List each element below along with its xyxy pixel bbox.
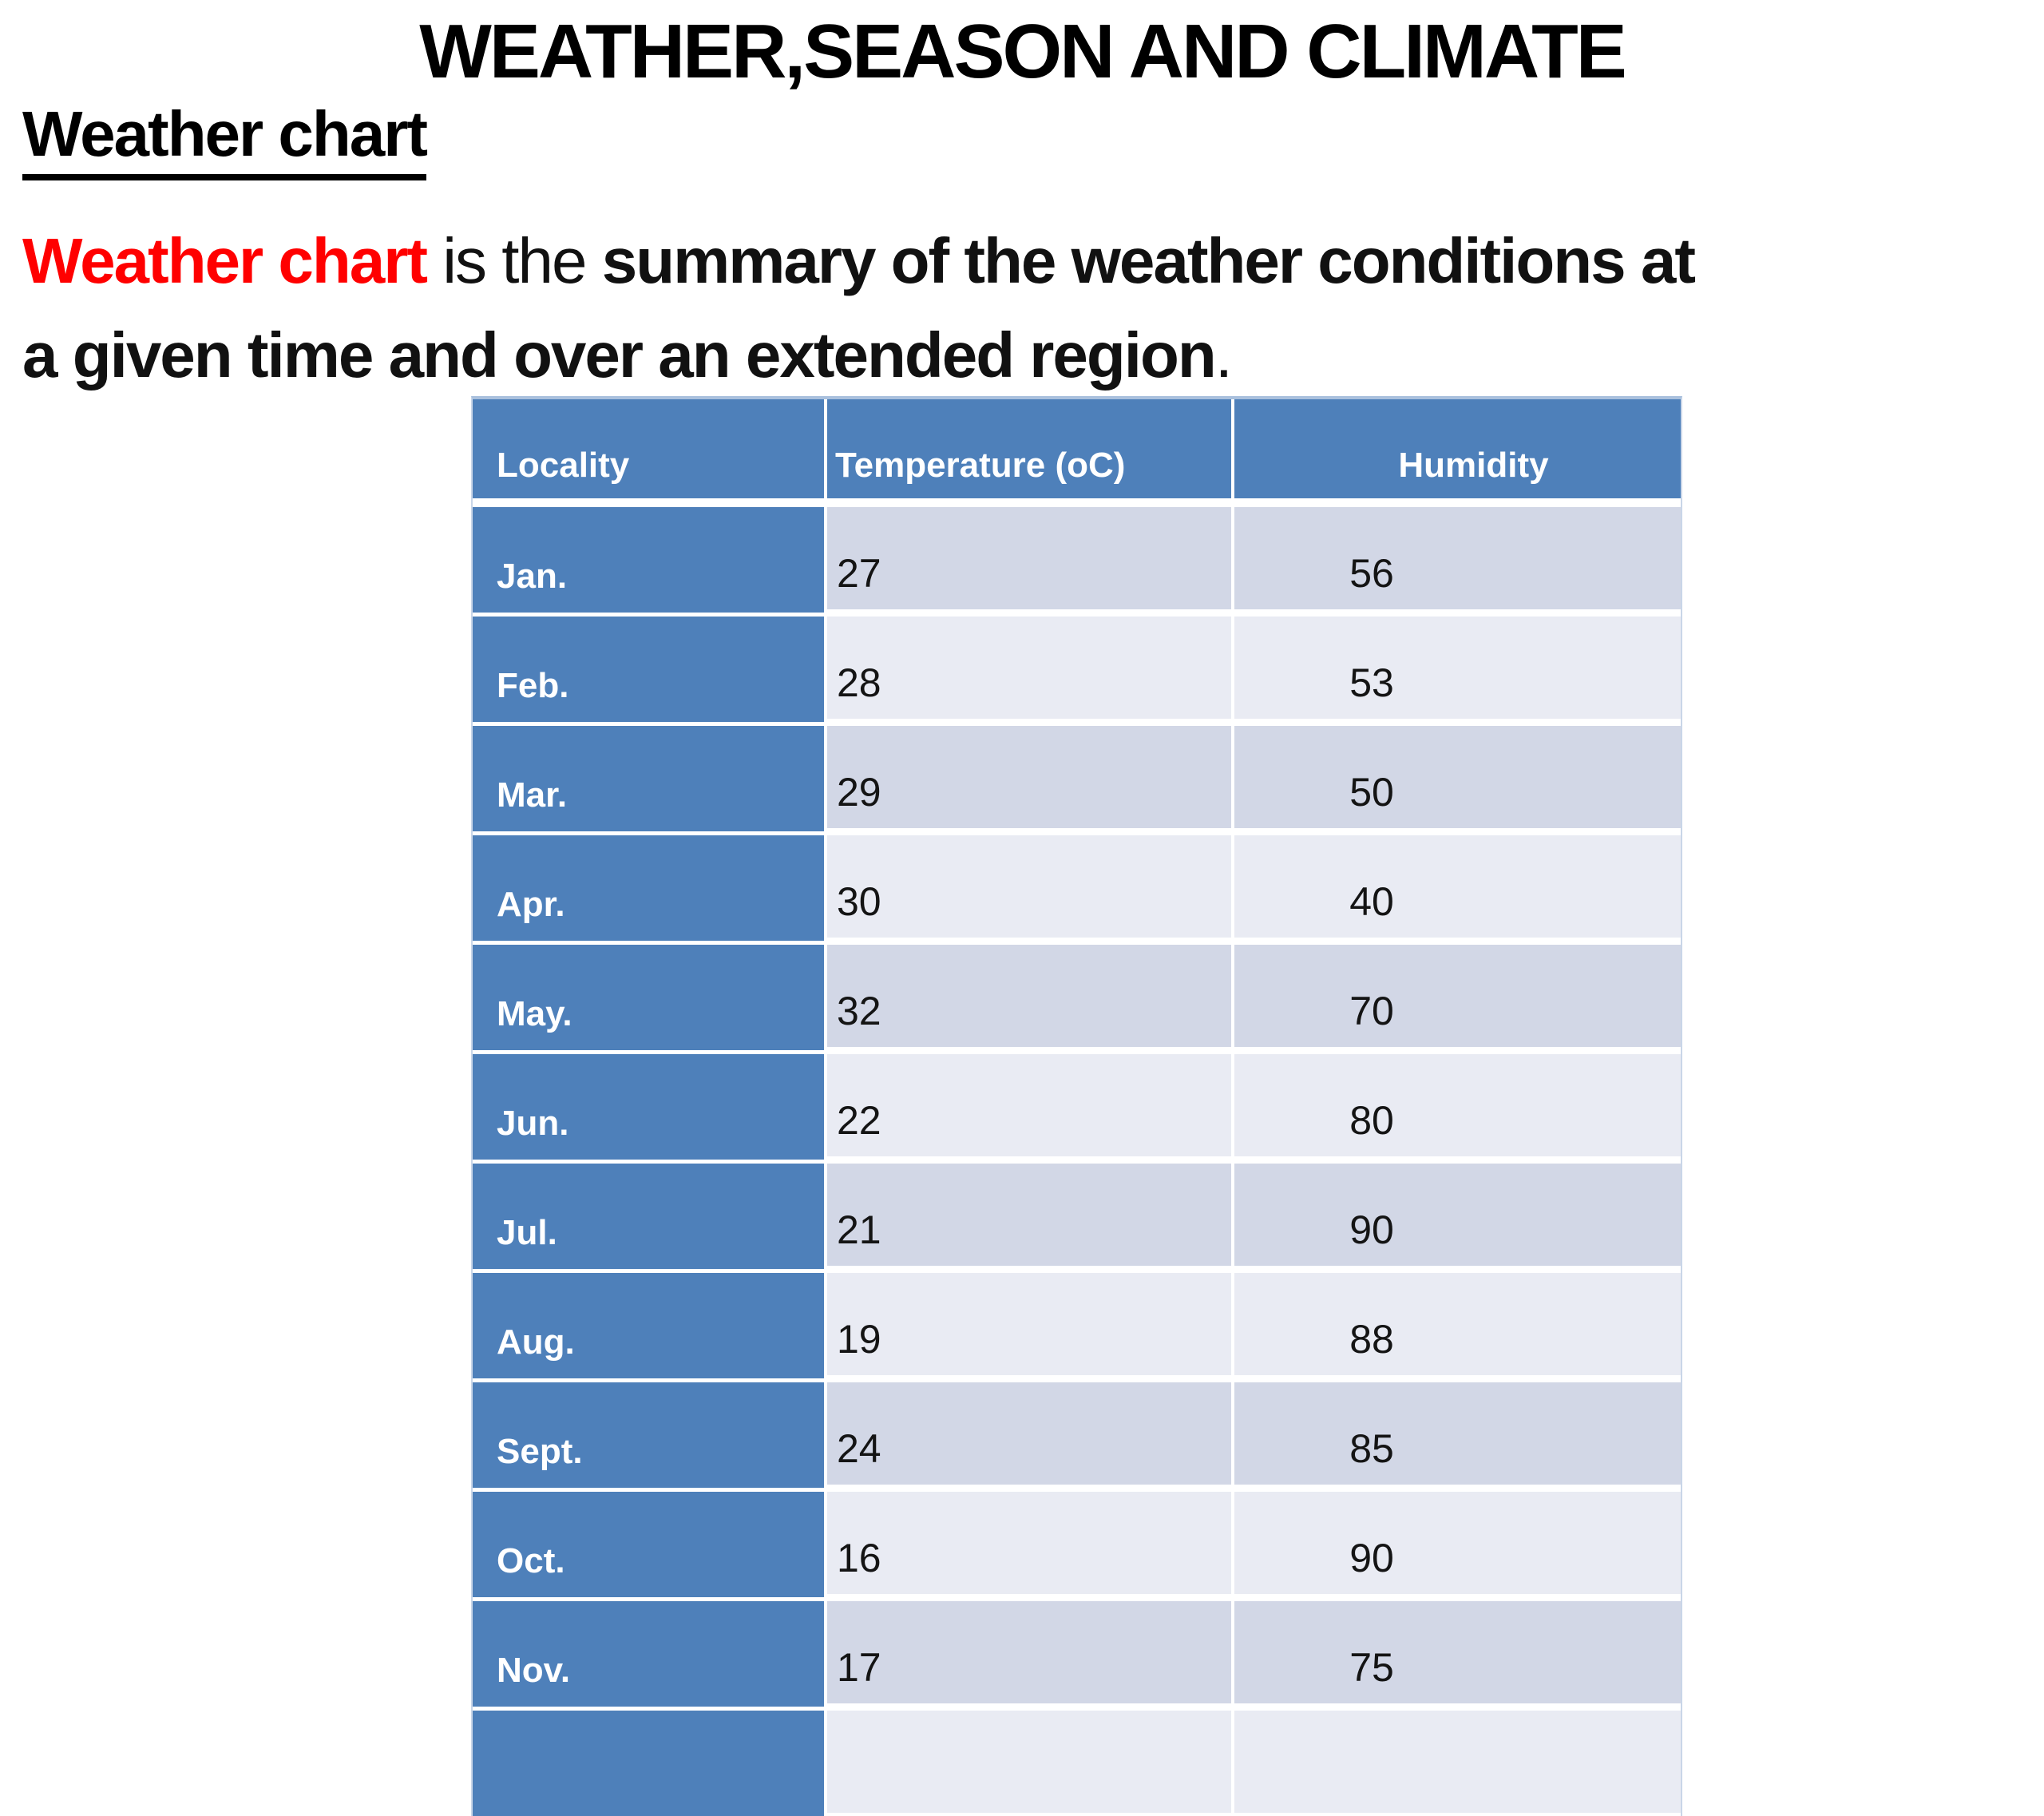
- humidity-cell-partial: [1234, 1711, 1681, 1813]
- month-cell: Apr.: [473, 835, 824, 941]
- month-cell: Nov.: [473, 1601, 824, 1707]
- humidity-cell: 56: [1234, 507, 1681, 609]
- month-cell: Feb.: [473, 617, 824, 722]
- temperature-cell: 29: [827, 726, 1231, 828]
- temperature-cell-partial: [827, 1711, 1231, 1813]
- weather-table: Locality Temperature (oC) Humidity Jan. …: [471, 396, 1682, 1816]
- temperature-cell: 28: [827, 617, 1231, 719]
- header-cell-temperature: Temperature (oC): [827, 399, 1231, 498]
- month-cell: Jul.: [473, 1164, 824, 1269]
- temperature-cell: 16: [827, 1492, 1231, 1594]
- temperature-cell: 22: [827, 1054, 1231, 1156]
- humidity-cell: 40: [1234, 835, 1681, 938]
- humidity-cell: 70: [1234, 945, 1681, 1047]
- month-cell: Jan.: [473, 507, 824, 613]
- month-cell: May.: [473, 945, 824, 1050]
- definition-term: Weather chart: [22, 225, 428, 296]
- section-heading: Weather chart: [22, 97, 428, 180]
- header-cell-humidity: Humidity: [1234, 399, 1681, 498]
- humidity-cell: 50: [1234, 726, 1681, 828]
- month-cell: Aug.: [473, 1273, 824, 1378]
- humidity-cell: 88: [1234, 1273, 1681, 1375]
- month-cell: Sept.: [473, 1382, 824, 1488]
- temperature-cell: 27: [827, 507, 1231, 609]
- humidity-cell: 53: [1234, 617, 1681, 719]
- temperature-cell: 24: [827, 1382, 1231, 1485]
- humidity-cell: 90: [1234, 1492, 1681, 1594]
- header-cell-locality: Locality: [473, 399, 824, 498]
- humidity-cell: 90: [1234, 1164, 1681, 1266]
- humidity-cell: 75: [1234, 1601, 1681, 1703]
- humidity-cell: 85: [1234, 1382, 1681, 1485]
- humidity-cell: 80: [1234, 1054, 1681, 1156]
- definition-connector: is the: [426, 225, 602, 296]
- definition-period: .: [1214, 319, 1233, 391]
- slide-title: WEATHER,SEASON AND CLIMATE: [419, 9, 1627, 94]
- definition-bold-line2: a given time and over an extended region: [22, 319, 1217, 391]
- temperature-cell: 17: [827, 1601, 1231, 1703]
- temperature-cell: 21: [827, 1164, 1231, 1266]
- month-cell: Mar.: [473, 726, 824, 831]
- temperature-cell: 19: [827, 1273, 1231, 1375]
- month-cell: Oct.: [473, 1492, 824, 1597]
- definition-bold-line1: summary of the weather conditions at: [601, 225, 1696, 296]
- month-cell: Jun.: [473, 1054, 824, 1160]
- definition-paragraph: Weather chart is the summary of the weat…: [22, 214, 2034, 402]
- slide: WEATHER,SEASON AND CLIMATE Weather chart…: [22, 9, 2034, 1816]
- temperature-cell: 32: [827, 945, 1231, 1047]
- temperature-cell: 30: [827, 835, 1231, 938]
- month-cell-partial: [473, 1711, 824, 1816]
